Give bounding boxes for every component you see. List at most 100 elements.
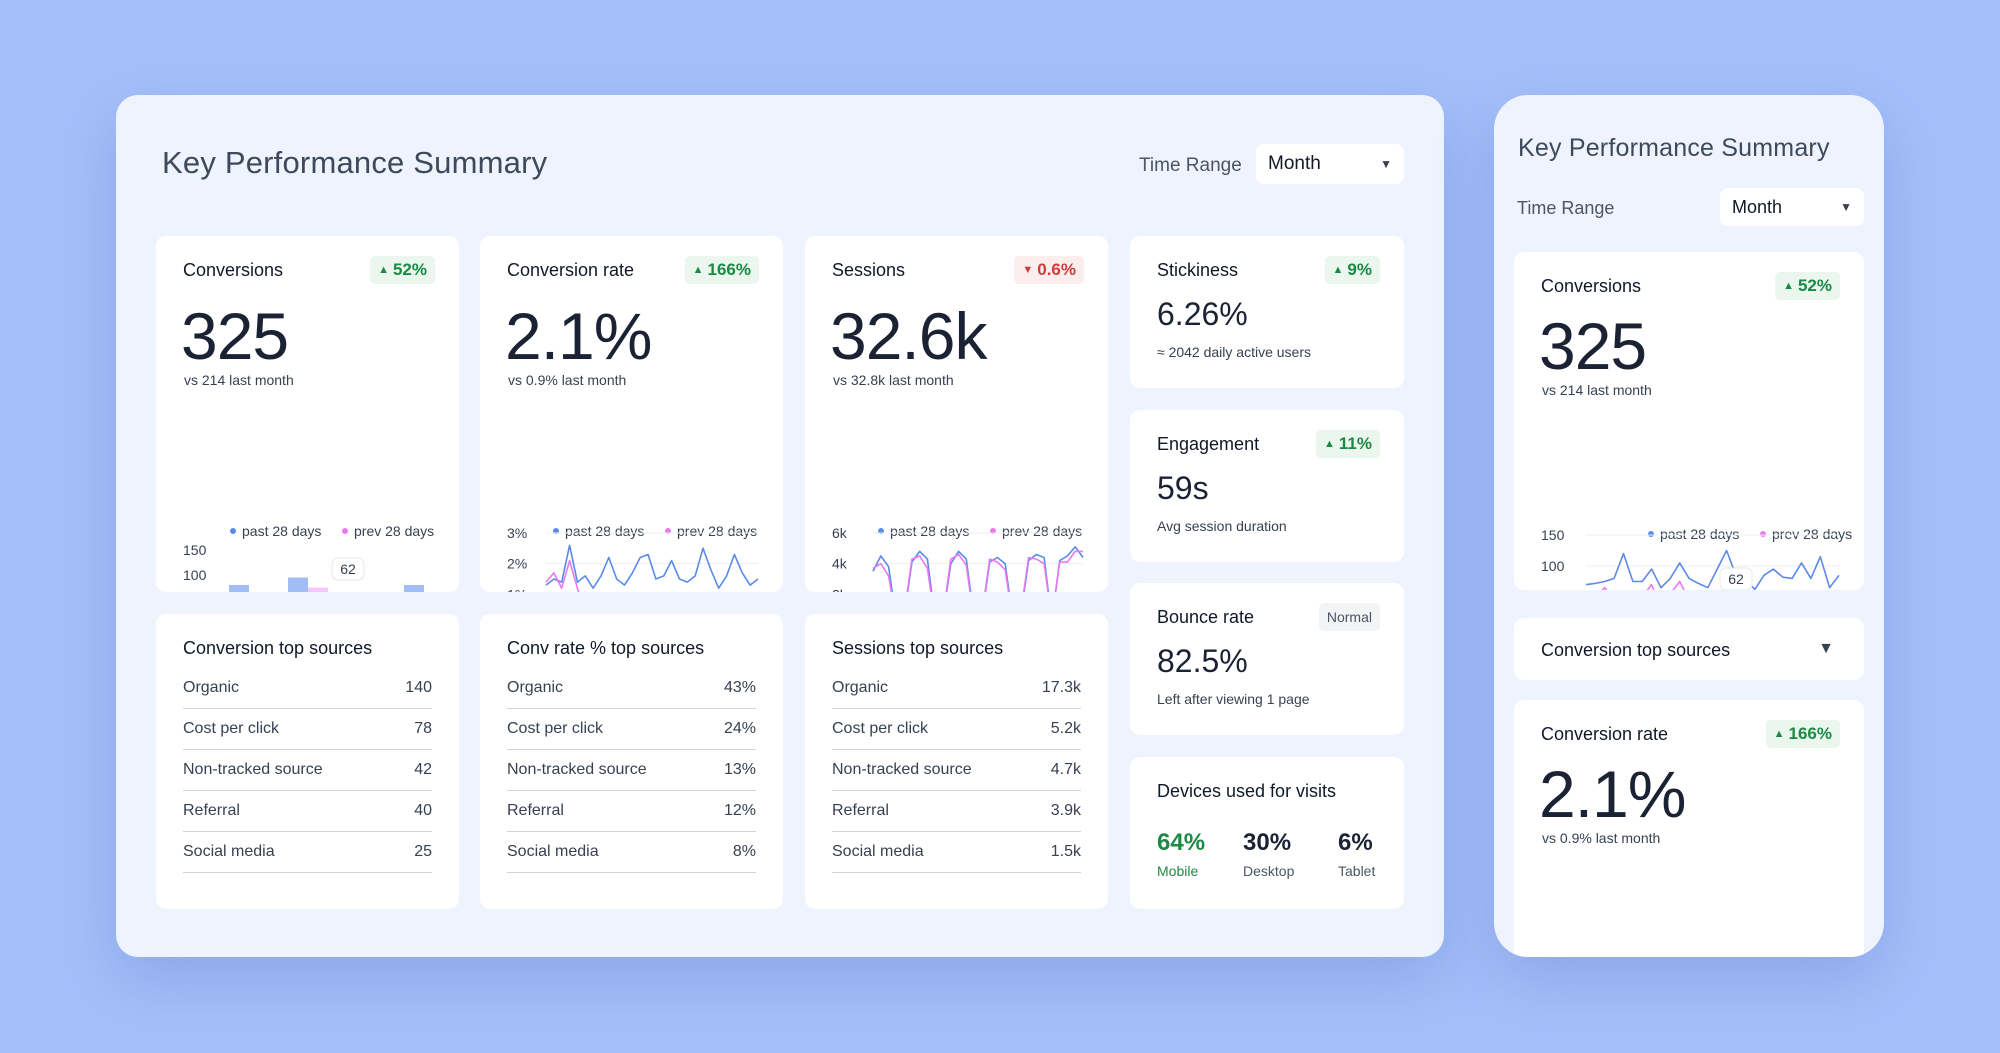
card-title: Conversion top sources	[183, 638, 373, 658]
conversions-card[interactable]: Conversions ▲ 52% 325 vs 214 last month p…	[156, 236, 459, 592]
legend-dot-past	[1648, 531, 1654, 537]
kpi-subtext: ≈ 2042 daily active users	[1157, 344, 1311, 360]
conversion-rate-card[interactable]: Conversion rate ▲ 166% 2.1% vs 0.9% last …	[480, 236, 783, 592]
bar-prev	[308, 587, 328, 592]
legend-prev: prev 28 days	[1002, 523, 1082, 539]
table-row: Non-tracked source 42	[183, 750, 432, 791]
kpi-comparison: vs 0.9% last month	[1542, 830, 1661, 846]
kpi-comparison: vs 214 last month	[1542, 382, 1652, 398]
tooltip-value: 62	[1728, 571, 1744, 587]
table-row: Organic 43%	[507, 668, 756, 709]
kpi-value: 32.6k	[830, 299, 987, 373]
legend-prev: prev 28 days	[354, 523, 434, 539]
table-row: Organic 17.3k	[832, 668, 1081, 709]
chevron-down-icon: ▼	[1818, 640, 1834, 657]
kpi-comparison: vs 214 last month	[184, 372, 294, 388]
y-tick-label: 100	[183, 567, 207, 583]
sessions-card[interactable]: Sessions ▼ 0.6% 32.6k vs 32.8k last month…	[805, 236, 1108, 592]
conversion-sources-card: Conversion top sources Organic 140 Cost p…	[156, 614, 459, 909]
engagement-card[interactable]: Engagement ▲ 11% 59s Avg session duration	[1130, 410, 1404, 562]
legend-past: past 28 days	[1660, 526, 1739, 542]
series-past-line	[1585, 549, 1840, 590]
tooltip-value: 62	[340, 561, 356, 577]
trend-badge: ▲ 166%	[1765, 720, 1840, 748]
arrow-up-icon: ▲	[1324, 438, 1335, 450]
time-range-value: Month	[1732, 196, 1783, 217]
rate-sources-card: Conv rate % top sources Organic 43% Cost …	[480, 614, 783, 909]
y-tick-label: 2%	[507, 556, 527, 572]
chevron-down-icon: ▼	[1380, 157, 1392, 171]
kpi-comparison: vs 32.8k last month	[833, 372, 954, 388]
time-range-select[interactable]: Month ▼	[1720, 188, 1864, 226]
tooltip-box	[331, 557, 365, 581]
kpi-value: 59s	[1157, 470, 1209, 506]
y-tick-label: 1%	[507, 586, 527, 592]
bar-past	[288, 577, 308, 592]
card-title: Devices used for visits	[1157, 781, 1337, 801]
conversion-rate-card[interactable]: Conversion rate ▲ 166% 2.1% vs 0.9% last …	[1514, 700, 1864, 957]
time-range-select[interactable]: Month ▼	[1256, 144, 1404, 184]
conversion-sources-dropdown[interactable]: Conversion top sources ▼	[1514, 618, 1864, 680]
legend-past: past 28 days	[565, 523, 644, 539]
stickiness-card[interactable]: Stickiness ▲ 9% 6.26% ≈ 2042 daily active…	[1130, 236, 1404, 388]
legend-prev: prev 28 days	[1772, 526, 1852, 542]
mobile-dashboard: Key Performance Summary Time Range Month…	[1494, 95, 1884, 957]
trend-badge: ▲ 52%	[370, 256, 435, 284]
card-title: Conversion rate	[1541, 724, 1669, 744]
arrow-up-icon: ▲	[692, 264, 704, 276]
kpi-value: 6.26%	[1157, 296, 1248, 332]
bar-past	[229, 585, 249, 592]
trend-badge: ▲ 11%	[1316, 430, 1380, 458]
y-tick-label: 100	[1541, 558, 1565, 574]
y-tick-label: 150	[1541, 527, 1565, 543]
y-tick-label: 50	[1541, 589, 1557, 590]
series-prev-line	[872, 550, 1083, 592]
trend-badge: ▼ 0.6%	[1014, 256, 1084, 284]
card-title: Conversions	[183, 260, 284, 280]
legend-prev: prev 28 days	[677, 523, 757, 539]
card-title: Conversion rate	[507, 260, 635, 280]
legend-past: past 28 days	[242, 523, 321, 539]
legend-past: past 28 days	[890, 523, 969, 539]
table-row: Cost per click 78	[183, 709, 432, 750]
kpi-value: 2.1%	[505, 299, 652, 373]
table-row: Social media 25	[183, 832, 432, 873]
kpi-value: 325	[181, 299, 289, 373]
chevron-down-icon: ▼	[1840, 200, 1852, 214]
bounce-rate-card[interactable]: Bounce rate Normal 82.5% Left after view…	[1130, 583, 1404, 735]
y-tick-label: 150	[183, 542, 207, 558]
kpi-subtext: Avg session duration	[1157, 518, 1287, 534]
table-row: Cost per click 5.2k	[832, 709, 1081, 750]
table-row: Non-tracked source 13%	[507, 750, 756, 791]
series-past-line	[872, 545, 1084, 592]
arrow-down-icon: ▼	[1022, 264, 1034, 276]
table-row: Referral 40	[183, 791, 432, 832]
page-title: Key Performance Summary	[1518, 134, 1830, 162]
series-past-line	[545, 544, 759, 590]
card-title: Stickiness	[1157, 260, 1239, 280]
legend-dot-past	[230, 528, 236, 534]
kpi-value: 82.5%	[1157, 643, 1248, 679]
arrow-up-icon: ▲	[1773, 728, 1785, 740]
table-row: Social media 8%	[507, 832, 756, 873]
trend-badge: ▲ 52%	[1775, 272, 1840, 300]
card-title: Conversions	[1541, 276, 1642, 296]
table-row: Social media 1.5k	[832, 832, 1081, 873]
time-range-value: Month	[1268, 153, 1321, 174]
trend-badge: ▲ 166%	[684, 256, 759, 284]
arrow-up-icon: ▲	[378, 264, 389, 276]
y-tick-label: 3%	[507, 525, 527, 541]
card-title: Sessions top sources	[832, 638, 1004, 658]
legend-dot-prev	[342, 528, 348, 534]
conversions-card[interactable]: Conversions ▲ 52% 325 vs 214 last month p…	[1514, 252, 1864, 590]
devices-card[interactable]: Devices used for visits 64% Mobile 30% Des…	[1130, 757, 1404, 909]
card-title: Engagement	[1157, 434, 1260, 454]
device-mobile: 64% Mobile	[1157, 829, 1206, 879]
kpi-value: 325	[1539, 309, 1647, 383]
time-range-label: Time Range	[1517, 198, 1615, 218]
desktop-dashboard: Key Performance Summary Time Range Month…	[116, 95, 1444, 957]
y-tick-label: 6k	[832, 525, 848, 541]
